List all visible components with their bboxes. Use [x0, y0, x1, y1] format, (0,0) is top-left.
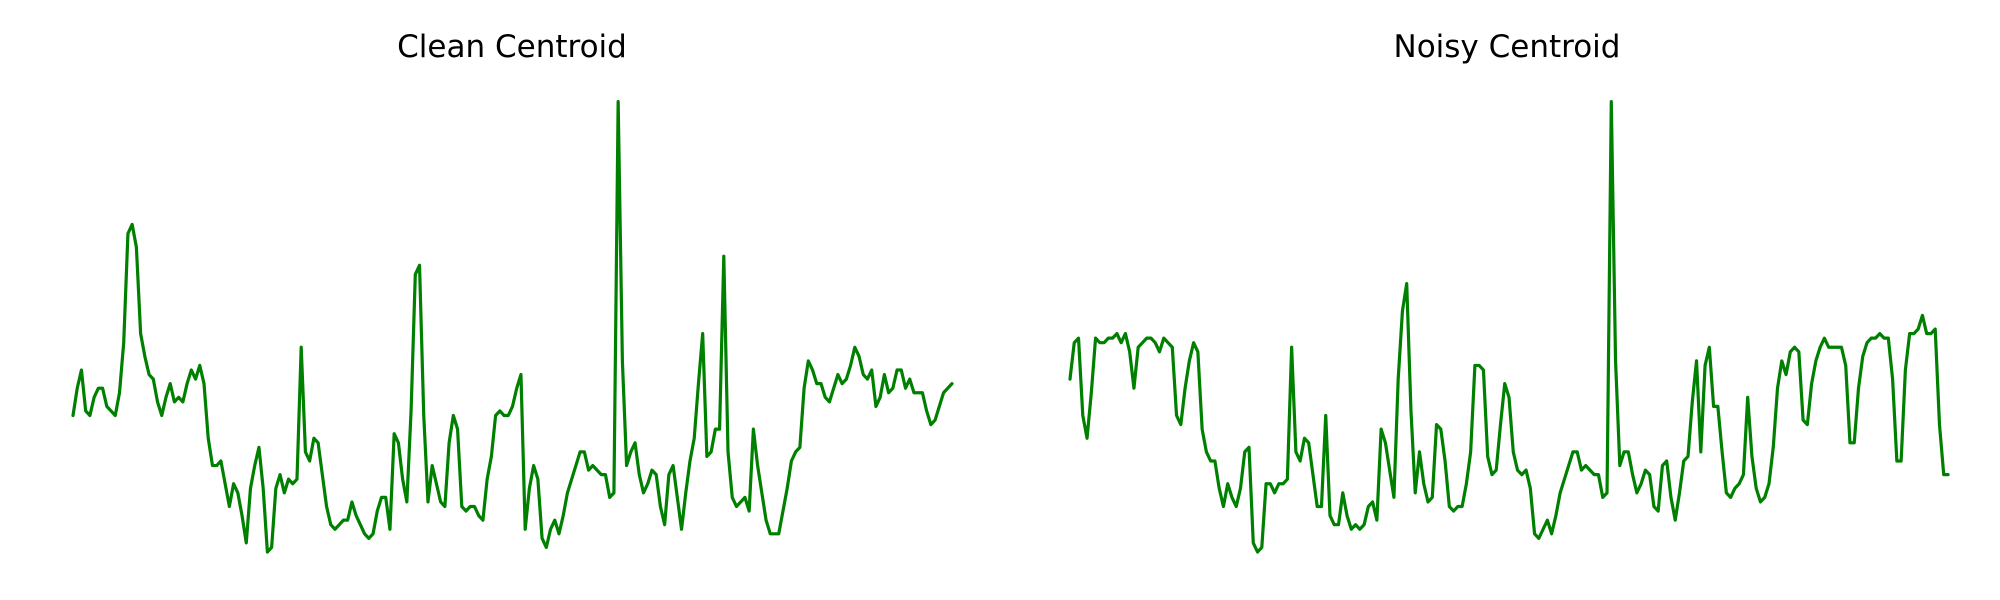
chart-title-clean-centroid: Clean Centroid: [397, 29, 627, 65]
series-line-noisy-centroid: [1068, 99, 1950, 554]
series-line-clean-centroid: [71, 99, 954, 554]
series-layer-clean-centroid: [71, 99, 954, 554]
chart-clean-centroid: Clean Centroid: [71, 29, 954, 554]
chart-title-noisy-centroid: Noisy Centroid: [1394, 29, 1621, 65]
series-layer-noisy-centroid: [1068, 99, 1950, 554]
chart-noisy-centroid: Noisy Centroid: [1068, 29, 1950, 554]
